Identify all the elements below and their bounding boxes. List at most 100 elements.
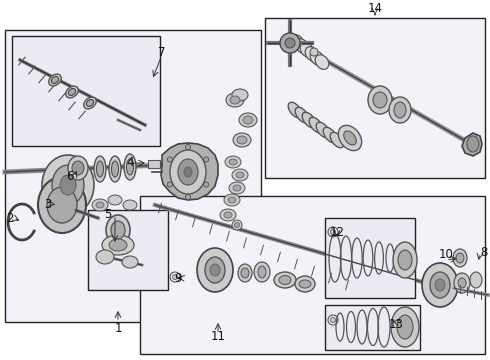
Circle shape xyxy=(280,33,300,53)
Bar xyxy=(148,160,160,168)
Polygon shape xyxy=(161,143,218,200)
Text: 4: 4 xyxy=(126,157,134,170)
Ellipse shape xyxy=(233,185,241,191)
Bar xyxy=(88,210,168,290)
Ellipse shape xyxy=(123,200,137,210)
Ellipse shape xyxy=(72,161,84,175)
Ellipse shape xyxy=(453,249,467,267)
Ellipse shape xyxy=(233,133,251,147)
Ellipse shape xyxy=(279,275,291,284)
Ellipse shape xyxy=(229,159,237,165)
Text: 5: 5 xyxy=(104,208,112,221)
Ellipse shape xyxy=(467,136,479,152)
Ellipse shape xyxy=(456,253,464,263)
Ellipse shape xyxy=(373,92,387,108)
Ellipse shape xyxy=(184,167,192,177)
Circle shape xyxy=(167,182,172,187)
Ellipse shape xyxy=(430,272,450,298)
Ellipse shape xyxy=(236,172,244,178)
Ellipse shape xyxy=(109,239,127,251)
Bar xyxy=(265,18,485,178)
Bar xyxy=(140,196,485,354)
Ellipse shape xyxy=(38,177,86,233)
Ellipse shape xyxy=(243,116,253,124)
Ellipse shape xyxy=(178,159,198,185)
Bar xyxy=(325,305,420,350)
Ellipse shape xyxy=(224,212,232,218)
Text: 11: 11 xyxy=(211,329,225,342)
Ellipse shape xyxy=(197,248,233,292)
Ellipse shape xyxy=(343,131,356,145)
Ellipse shape xyxy=(393,242,417,278)
Ellipse shape xyxy=(69,89,75,95)
Ellipse shape xyxy=(224,194,240,206)
Ellipse shape xyxy=(274,272,296,288)
Ellipse shape xyxy=(254,262,270,282)
Text: 14: 14 xyxy=(368,1,383,14)
Ellipse shape xyxy=(122,256,138,268)
Ellipse shape xyxy=(389,97,411,123)
Ellipse shape xyxy=(394,102,406,118)
Circle shape xyxy=(232,220,242,230)
Ellipse shape xyxy=(330,132,344,148)
Ellipse shape xyxy=(338,125,362,150)
Ellipse shape xyxy=(102,235,134,255)
Circle shape xyxy=(186,144,191,149)
Circle shape xyxy=(285,38,295,48)
Circle shape xyxy=(310,48,318,56)
Circle shape xyxy=(172,274,177,279)
Ellipse shape xyxy=(96,202,104,208)
Ellipse shape xyxy=(435,279,445,291)
Bar xyxy=(325,218,415,298)
Ellipse shape xyxy=(170,150,206,194)
Ellipse shape xyxy=(288,102,302,118)
Ellipse shape xyxy=(422,263,458,307)
Ellipse shape xyxy=(111,221,125,239)
Ellipse shape xyxy=(220,209,236,221)
Ellipse shape xyxy=(316,122,330,138)
Ellipse shape xyxy=(229,182,245,194)
Ellipse shape xyxy=(49,74,61,86)
Ellipse shape xyxy=(68,156,88,180)
Ellipse shape xyxy=(230,96,240,104)
Ellipse shape xyxy=(228,197,236,203)
Text: 9: 9 xyxy=(174,271,182,284)
Ellipse shape xyxy=(47,187,77,223)
Text: 7: 7 xyxy=(158,45,166,58)
Ellipse shape xyxy=(458,278,466,288)
Circle shape xyxy=(330,318,336,323)
Ellipse shape xyxy=(237,136,247,144)
Ellipse shape xyxy=(42,155,94,215)
Ellipse shape xyxy=(96,250,114,264)
Circle shape xyxy=(204,157,209,162)
Circle shape xyxy=(186,194,191,199)
Ellipse shape xyxy=(108,195,122,205)
Ellipse shape xyxy=(295,276,315,292)
Ellipse shape xyxy=(124,154,136,180)
Ellipse shape xyxy=(295,107,309,123)
Text: 8: 8 xyxy=(480,247,488,260)
Ellipse shape xyxy=(86,100,94,107)
Ellipse shape xyxy=(106,215,130,245)
Circle shape xyxy=(204,182,209,187)
Ellipse shape xyxy=(368,86,392,114)
Polygon shape xyxy=(462,133,482,156)
Text: 10: 10 xyxy=(439,248,453,261)
Ellipse shape xyxy=(66,86,78,98)
Ellipse shape xyxy=(315,55,329,69)
Ellipse shape xyxy=(232,169,248,181)
Ellipse shape xyxy=(290,35,304,49)
Ellipse shape xyxy=(210,264,220,276)
Ellipse shape xyxy=(391,307,419,347)
Ellipse shape xyxy=(398,250,412,270)
Ellipse shape xyxy=(241,268,249,278)
Ellipse shape xyxy=(305,47,319,61)
Ellipse shape xyxy=(295,39,309,53)
Ellipse shape xyxy=(309,117,323,133)
Ellipse shape xyxy=(454,273,470,293)
Ellipse shape xyxy=(92,199,108,211)
Bar xyxy=(5,30,261,322)
Ellipse shape xyxy=(310,51,324,65)
Text: 6: 6 xyxy=(66,171,74,184)
Ellipse shape xyxy=(470,272,482,288)
